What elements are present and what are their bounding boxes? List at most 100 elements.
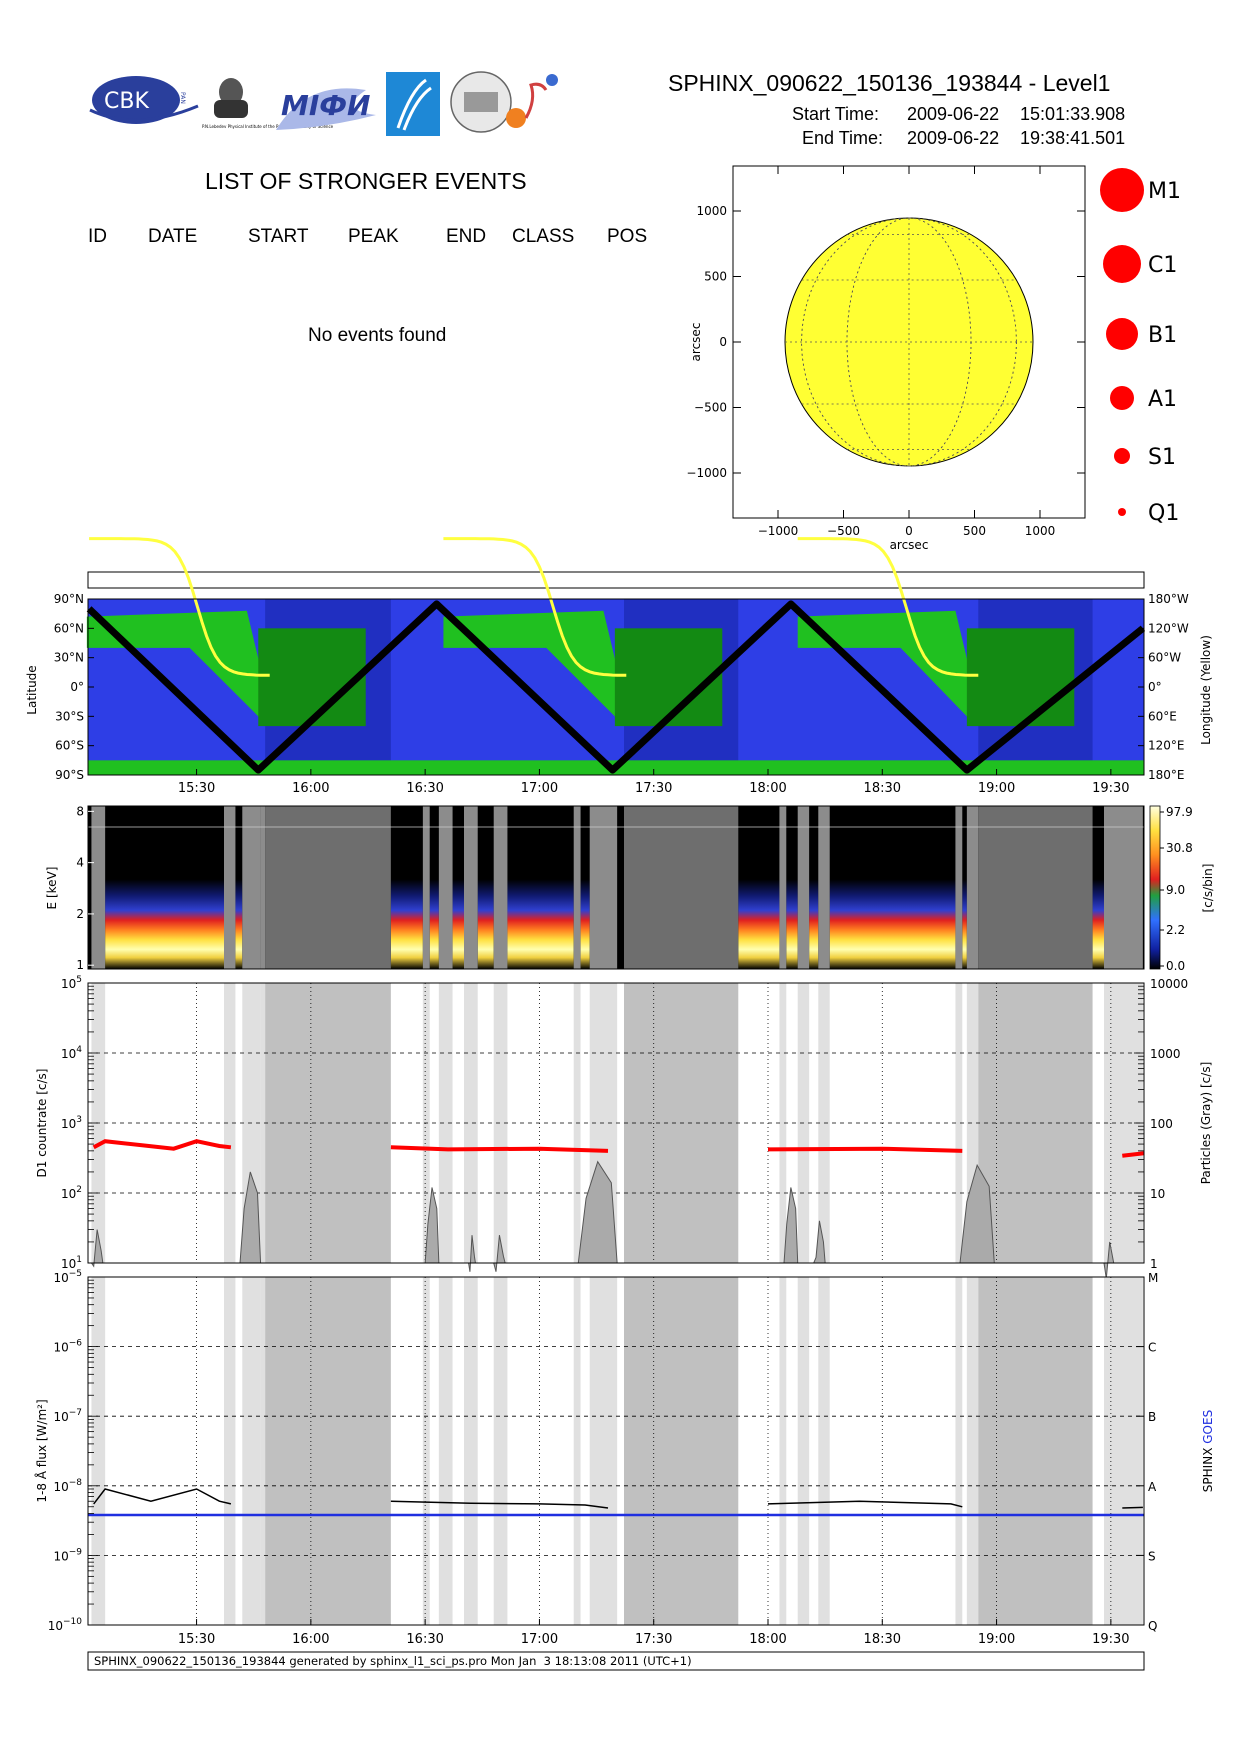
longitude-track — [89, 537, 270, 677]
time-tick-label: 15:30 — [178, 1632, 215, 1647]
end-time: 19:38:41.501 — [1020, 128, 1126, 148]
time-tick-label: 18:00 — [749, 781, 786, 796]
spectrum-gap — [224, 806, 236, 969]
class-tick-label: S — [1148, 1549, 1156, 1563]
lat-tick-label: 60°N — [54, 621, 84, 635]
x-tick-label: −500 — [827, 524, 860, 538]
lon-tick-label: 120°W — [1148, 621, 1189, 635]
end-label: End Time: — [802, 128, 884, 148]
countrate-line — [390, 1145, 609, 1153]
class-tick-label: Q — [1148, 1619, 1157, 1633]
spectrum-gap — [438, 806, 453, 969]
lon-tick-label: 120°E — [1148, 739, 1185, 753]
spectrum-block — [809, 806, 819, 969]
time-tick-label: 17:30 — [635, 1632, 672, 1647]
spectrum-block — [235, 806, 243, 969]
colorbar-tick-label: 2.2 — [1166, 923, 1185, 937]
countrate-line — [767, 1146, 963, 1153]
flux-tick-label: 10−10 — [48, 1617, 83, 1633]
col-id: ID — [88, 226, 107, 247]
flux-tick-label: 10−8 — [53, 1478, 82, 1494]
spectrum-gap — [242, 806, 261, 969]
lon-tick-label: 60°W — [1148, 651, 1181, 665]
lat-tick-label: 90°N — [54, 592, 84, 606]
lon-tick-label: 60°E — [1148, 709, 1177, 723]
spectrum-gap — [422, 806, 430, 969]
class-label-c1: C1 — [1148, 253, 1177, 278]
time-tick-label: 19:00 — [978, 781, 1015, 796]
countrate-line — [1122, 1151, 1145, 1158]
start-time-row: Start Time: 2009-06-22 15:01:33.908 — [792, 104, 1125, 125]
gap-band-light — [966, 1277, 979, 1625]
spectrogram-frame — [87, 805, 1145, 970]
energy-tick-label: 4 — [76, 856, 84, 870]
y-tick-label: −1000 — [686, 466, 727, 480]
x-tick-label: −1000 — [758, 524, 799, 538]
green-region — [797, 610, 979, 717]
gap-band-dark — [624, 1277, 739, 1625]
sun-map: −1000 −500 0 500 1000 1000 500 0 −500 −1000 arcse… — [686, 165, 1086, 552]
colorbar-tick-label: 97.9 — [1166, 805, 1193, 819]
gap-band-light — [438, 1277, 453, 1625]
energy-tick-label: 1 — [76, 958, 84, 972]
flux-line — [93, 1488, 232, 1505]
spectrum-block — [507, 806, 574, 969]
class-tick-label: M — [1148, 1271, 1158, 1285]
sun-ylabel: arcsec — [689, 323, 703, 362]
spectrum-block — [738, 806, 780, 969]
flux-bands — [91, 1277, 1143, 1625]
time-tick-label: 16:30 — [406, 781, 443, 796]
spectrum-block — [829, 806, 956, 969]
spectrum-gap — [260, 806, 266, 969]
class-tick-label: B — [1148, 1410, 1156, 1424]
colorbar-ticks: 97.9 30.8 9.0 2.2 0.0 — [1160, 805, 1193, 973]
start-date: 2009-06-22 — [907, 104, 1000, 124]
countrate-ylabel-right: Particles (Gray) [c/s] — [1199, 1062, 1213, 1185]
colorbar-tick-label: 30.8 — [1166, 841, 1193, 855]
spectrum-gap — [797, 806, 810, 969]
flux-ylabel-sphinx: SPHINX — [1201, 1448, 1215, 1493]
sun-map-ticks: −1000 −500 0 500 1000 1000 500 0 −500 −1000 — [686, 166, 1085, 538]
gap-band-light — [955, 983, 963, 1263]
orbit-ylabel-right: Longitude (Yellow) — [1199, 635, 1213, 745]
flux-line — [1122, 1506, 1143, 1509]
gap-band-light — [224, 983, 236, 1263]
countrate-tick-label: 101 — [61, 1255, 82, 1271]
sun-xlabel: arcsec — [890, 538, 929, 552]
colorbar-label: [c/s/bin] — [1201, 864, 1215, 913]
flux-ylabel-right: SPHINX GOES — [1201, 1410, 1215, 1492]
gap-band-light — [1104, 1277, 1143, 1625]
countrate-ticks: 105 10000 104 1000 103 100 102 10 101 1 — [61, 975, 1188, 1271]
events-title: LIST OF STRONGER EVENTS — [205, 168, 527, 194]
class-dot-m1 — [1100, 168, 1144, 212]
time-tick-label: 19:30 — [1092, 1632, 1129, 1647]
meridian-line — [801, 217, 1017, 467]
countrate-tick-label: 102 — [61, 1185, 82, 1201]
spectrum-block — [477, 806, 494, 969]
particle-tick-label: 10 — [1150, 1187, 1165, 1201]
lebedev-logo: P.N.Lebedev Physical Institute of the Ru… — [202, 78, 334, 129]
pan-text: PAN — [179, 92, 186, 104]
logos-svg: CBK PAN P.N.Lebedev Physical Institute o… — [89, 71, 558, 136]
particle-tick-label: 1 — [1150, 1257, 1158, 1271]
gap-band-light — [818, 1277, 830, 1625]
gap-band-light — [224, 1277, 236, 1625]
end-date: 2009-06-22 — [907, 128, 1000, 148]
time-tick-label: 19:30 — [1092, 781, 1129, 796]
orbit-ticks: 90°N 180°W 60°N 120°W 30°N 60°W 0° 0° 30°S 60°E 60… — [54, 592, 1189, 796]
gap-band-light — [966, 983, 979, 1263]
time-tick-label: 17:00 — [521, 1632, 558, 1647]
class-label-q1: Q1 — [1148, 501, 1179, 526]
spectrum-gap — [966, 806, 979, 969]
spectrum-gap — [573, 806, 581, 969]
col-pos: POS — [607, 226, 648, 247]
gap-band-light — [573, 1277, 581, 1625]
lon-tick-label: 180°E — [1148, 768, 1185, 782]
sun-logo — [506, 74, 558, 128]
dark-green-region — [614, 628, 723, 727]
dark-green-region — [966, 628, 1075, 727]
spectrogram-panel: 8 4 2 1 E [keV] 97.9 30.8 9.0 2.2 0.0 [c/s/bin] — [45, 804, 1215, 973]
class-label-m1: M1 — [1148, 179, 1181, 204]
class-label-a1: A1 — [1148, 387, 1177, 412]
